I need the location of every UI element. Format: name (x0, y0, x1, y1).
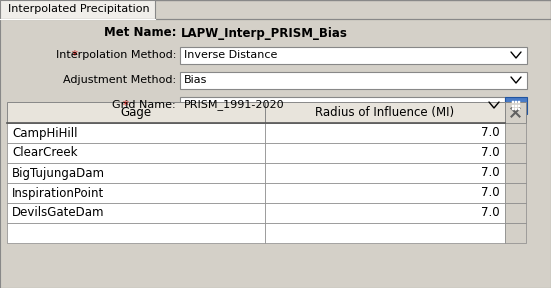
Bar (265, 143, 505, 163)
Text: Interpolation Method:: Interpolation Method: (56, 50, 176, 60)
Text: 7.0: 7.0 (482, 206, 500, 219)
Bar (515, 101, 517, 103)
Bar (7, 163, 265, 183)
Bar (265, 123, 505, 143)
Text: Inverse Distance: Inverse Distance (184, 50, 277, 60)
Text: 7.0: 7.0 (482, 166, 500, 179)
Text: Grid Name:: Grid Name: (112, 100, 176, 110)
Text: DevilsGateDam: DevilsGateDam (12, 206, 105, 219)
Bar (180, 97, 505, 114)
Bar (512, 101, 514, 103)
Bar (265, 102, 505, 123)
Bar (7, 102, 265, 123)
Text: InspirationPoint: InspirationPoint (12, 187, 104, 200)
Bar (505, 143, 526, 163)
Bar (265, 183, 505, 203)
Bar (518, 108, 520, 110)
Text: PRISM_1991-2020: PRISM_1991-2020 (184, 100, 285, 111)
Bar (505, 102, 526, 123)
Bar (7, 123, 265, 143)
Text: Adjustment Method:: Adjustment Method: (63, 75, 176, 85)
Bar (505, 97, 527, 114)
Bar (515, 105, 517, 107)
Text: Radius of Influence (MI): Radius of Influence (MI) (315, 106, 455, 119)
Bar (512, 108, 514, 110)
Bar (505, 163, 526, 183)
Bar (505, 183, 526, 203)
Text: CampHiHill: CampHiHill (12, 126, 78, 139)
Bar (7, 143, 265, 163)
Bar (512, 105, 514, 107)
Bar (518, 101, 520, 103)
Bar (7, 183, 265, 203)
Bar (265, 203, 505, 223)
Bar (515, 108, 517, 110)
Bar (505, 223, 526, 243)
Bar (180, 47, 527, 64)
Bar (0, 0, 155, 19)
Text: *: * (71, 48, 77, 62)
Bar (180, 72, 527, 89)
Text: *: * (123, 98, 129, 111)
Text: 7.0: 7.0 (482, 126, 500, 139)
Bar (265, 163, 505, 183)
Text: LAPW_Interp_PRISM_Bias: LAPW_Interp_PRISM_Bias (181, 26, 348, 39)
Bar (518, 105, 520, 107)
Bar (265, 223, 505, 243)
Text: Bias: Bias (184, 75, 207, 85)
Text: Met Name:: Met Name: (104, 26, 176, 39)
Bar (505, 123, 526, 143)
Text: 7.0: 7.0 (482, 147, 500, 160)
Text: Gage: Gage (121, 106, 152, 119)
Bar (7, 223, 265, 243)
Bar (505, 203, 526, 223)
Bar (7, 203, 265, 223)
Text: Interpolated Precipitation: Interpolated Precipitation (8, 5, 150, 14)
Text: 7.0: 7.0 (482, 187, 500, 200)
Text: ClearCreek: ClearCreek (12, 147, 78, 160)
Text: BigTujungaDam: BigTujungaDam (12, 166, 105, 179)
